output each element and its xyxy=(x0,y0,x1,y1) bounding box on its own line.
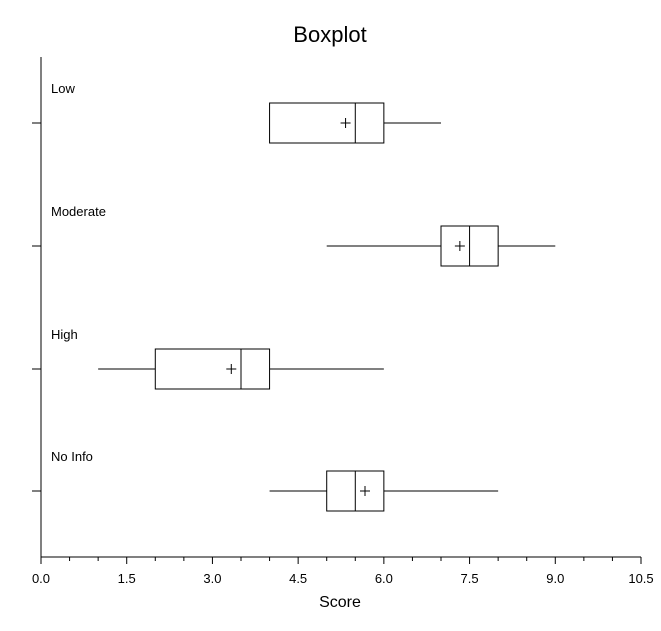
plot-area: 0.0 1.5 3.0 4.5 6.0 7.5 9.0 10.5 Low Moderate High… xyxy=(32,57,654,586)
x-axis-label: Score xyxy=(319,594,361,611)
x-tick-label: 3.0 xyxy=(203,571,221,586)
x-tick-label: 0.0 xyxy=(32,571,50,586)
category-label: Low xyxy=(51,81,75,96)
category-label: Moderate xyxy=(51,204,106,219)
box-iqr xyxy=(269,102,385,144)
x-tick-label: 10.5 xyxy=(628,571,653,586)
chart-title: Boxplot xyxy=(293,22,366,47)
x-tick-label: 9.0 xyxy=(546,571,564,586)
category-label: High xyxy=(51,327,78,342)
x-tick-label: 7.5 xyxy=(461,571,479,586)
x-tick-label: 4.5 xyxy=(289,571,307,586)
category-label: No Info xyxy=(51,449,93,464)
x-tick-label: 1.5 xyxy=(118,571,136,586)
box-iqr xyxy=(154,348,271,390)
x-tick-label: 6.0 xyxy=(375,571,393,586)
